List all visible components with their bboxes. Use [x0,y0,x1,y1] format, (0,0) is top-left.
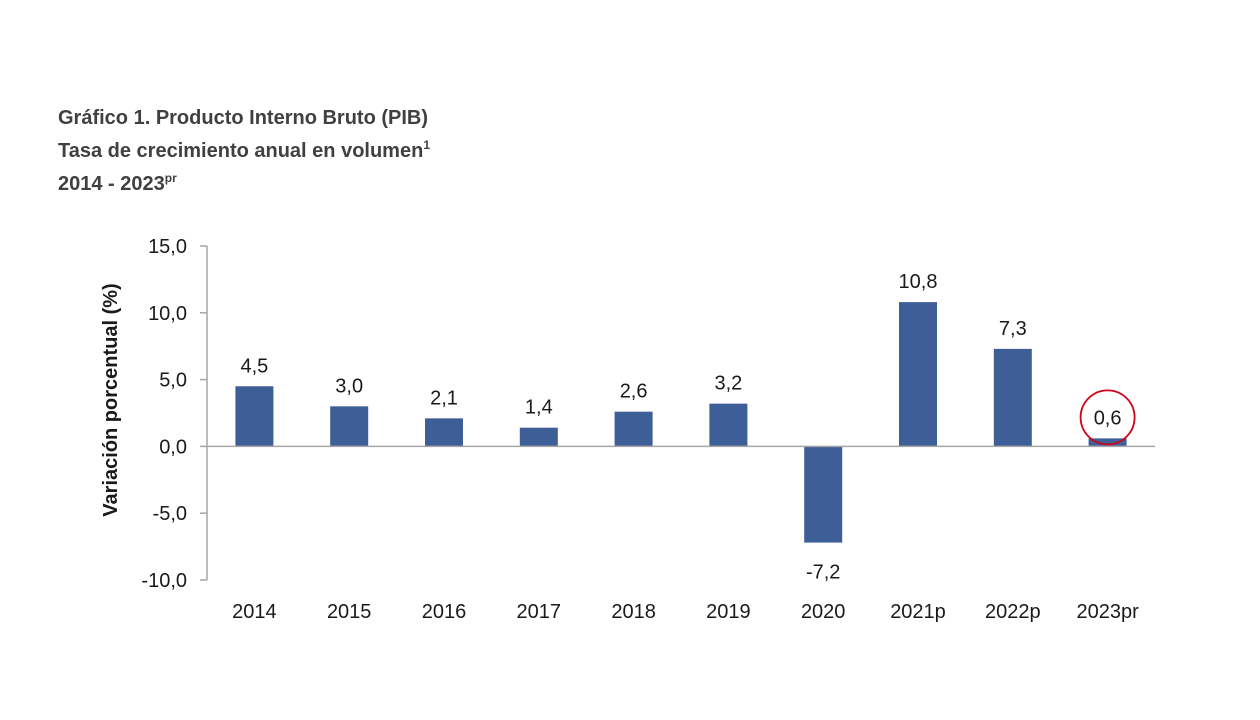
data-label: 7,3 [999,318,1027,340]
x-tick-label: 2023pr [1076,601,1139,623]
chart-period: 2014 - 2023pr [58,171,177,195]
chart-title: Gráfico 1. Producto Interno Bruto (PIB) [58,107,429,129]
data-label: 0,6 [1094,407,1122,429]
x-tick-label: 2021p [890,601,946,623]
bar [1088,438,1127,447]
y-axis-title: Variación porcentual (%) [100,283,122,516]
bar [235,386,274,447]
bar [804,446,843,543]
bar [330,406,369,447]
category-labels: 2014 2015 2016 2017 2018 2019 2020 2021p 2022p 20… [232,601,1139,623]
chart-title-block: Gráfico 1. Producto Interno Bruto (PIB) … [58,102,430,201]
x-tick-label: 2017 [517,601,562,623]
y-tick-label: 15,0 [148,236,187,258]
y-axis: -10,0 -5,0 0,0 5,0 10,0 15,0 [141,236,208,592]
x-tick-label: 2019 [706,601,751,623]
data-label: 3,0 [335,375,363,397]
data-label: 2,1 [430,387,458,409]
data-label: -7,2 [806,562,840,584]
x-tick-label: 2014 [232,601,277,623]
x-tick-label: 2018 [611,601,656,623]
highlight-circle [1079,389,1136,446]
data-label: 2,6 [620,381,648,403]
bar [614,411,653,447]
x-tick-label: 2020 [801,601,846,623]
chart-subtitle: Tasa de crecimiento anual en volumen1 [58,138,430,162]
y-tick-label: 5,0 [159,370,187,392]
x-tick-label: 2016 [422,601,467,623]
bars [235,302,1127,543]
y-tick-label: -10,0 [141,570,187,592]
bar [993,348,1032,447]
bar [425,418,463,447]
data-labels: 4,5 3,0 2,1 1,4 2,6 3,2 -7,2 10,8 7,3 0,6 [240,271,1136,584]
data-label: 10,8 [899,271,938,293]
bar [709,403,748,447]
data-label: 3,2 [714,373,742,395]
data-label: 4,5 [240,355,268,377]
y-tick-label: 10,0 [148,303,187,325]
y-tick-label: -5,0 [153,503,187,525]
y-tick-label: 0,0 [159,436,187,458]
bar [519,427,558,447]
data-label: 1,4 [525,397,553,419]
bar [899,302,937,447]
x-tick-label: 2015 [327,601,372,623]
x-tick-label: 2022p [985,601,1041,623]
